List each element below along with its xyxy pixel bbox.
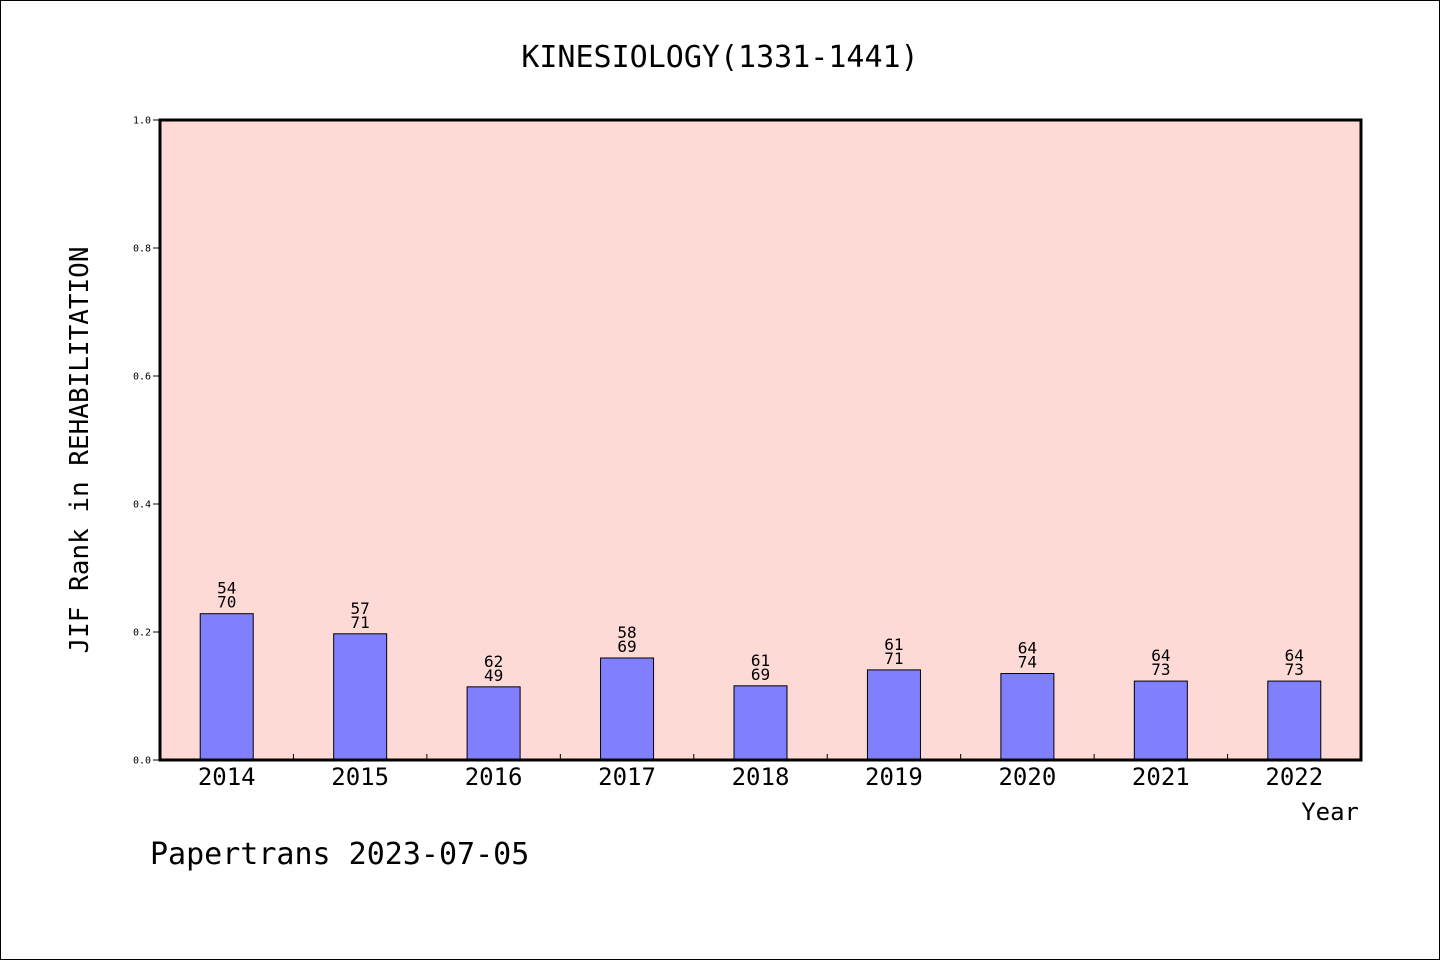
bar-2020 xyxy=(1000,673,1055,761)
bar-rank-label: 64 xyxy=(1285,646,1304,665)
y-axis-ticks: 0.0 0.2 0.4 0.6 0.8 1.0 xyxy=(133,116,160,767)
bar-rank-label: 64 xyxy=(1018,639,1037,658)
y-tick-label: 1.0 xyxy=(133,116,151,127)
y-axis-label: JIF Rank in REHABILITATION xyxy=(65,247,95,654)
bar-total-label: 70 xyxy=(217,593,236,612)
x-axis-ticks: 2014 2015 2016 2017 2018 2019 2020 2021 2022 xyxy=(198,754,1323,791)
x-tick-label: 2021 xyxy=(1132,763,1190,791)
bar-2017 xyxy=(600,657,655,761)
bar-rank-label: 54 xyxy=(217,579,236,598)
bar-total-label: 73 xyxy=(1285,660,1304,679)
footer-watermark: Papertrans 2023-07-05 xyxy=(150,837,529,872)
bar-total-label: 69 xyxy=(751,665,770,684)
y-tick-label: 0.0 xyxy=(133,756,151,767)
x-tick-label: 2018 xyxy=(732,763,790,791)
bar-2018 xyxy=(733,685,788,761)
y-tick-label: 0.6 xyxy=(133,372,151,383)
x-tick-label: 2020 xyxy=(998,763,1056,791)
x-tick-label: 2019 xyxy=(865,763,923,791)
x-tick-label: 2016 xyxy=(465,763,523,791)
bar-2021 xyxy=(1133,680,1188,761)
bar-total-label: 49 xyxy=(484,666,503,685)
bar-2014 xyxy=(199,613,254,761)
x-tick-label: 2022 xyxy=(1265,763,1323,791)
bar-2016 xyxy=(466,686,521,761)
bar-rank-label: 64 xyxy=(1151,646,1170,665)
bar-rank-label: 57 xyxy=(351,599,370,618)
bar-rank-label: 62 xyxy=(484,652,503,671)
x-tick-label: 2015 xyxy=(331,763,389,791)
bar-rank-label: 61 xyxy=(884,635,903,654)
bar-total-label: 71 xyxy=(351,613,370,632)
bar-2022 xyxy=(1267,680,1322,761)
y-tick-label: 0.2 xyxy=(133,628,151,639)
plot-border xyxy=(158,118,1363,762)
x-tick-label: 2017 xyxy=(598,763,656,791)
bar-total-label: 69 xyxy=(617,637,636,656)
bar-rank-label: 58 xyxy=(617,623,636,642)
bar-total-label: 71 xyxy=(884,649,903,668)
bar-total-label: 73 xyxy=(1151,660,1170,679)
bar-total-label: 74 xyxy=(1018,653,1037,672)
bar-2019 xyxy=(866,669,921,761)
chart-title: KINESIOLOGY(1331-1441) xyxy=(521,40,918,75)
y-tick-label: 0.4 xyxy=(133,500,151,511)
bar-rank-label: 61 xyxy=(751,651,770,670)
x-axis-label: Year xyxy=(1301,798,1359,826)
x-tick-label: 2014 xyxy=(198,763,256,791)
y-tick-label: 0.8 xyxy=(133,244,151,255)
bar-2015 xyxy=(333,633,388,761)
